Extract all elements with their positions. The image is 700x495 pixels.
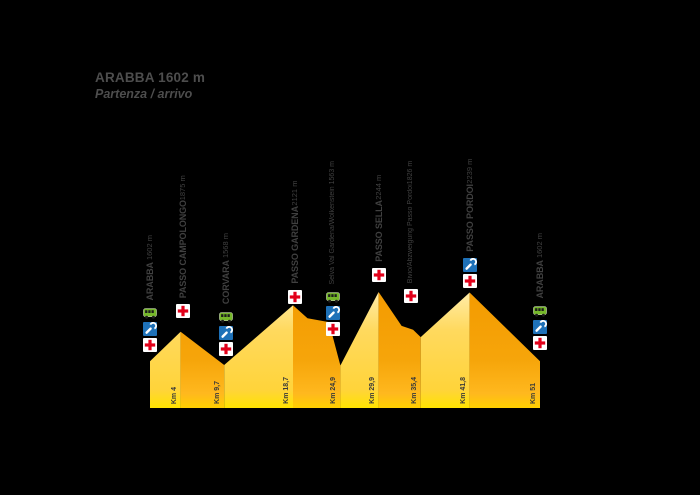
km-marker: Km 9,7 bbox=[214, 381, 222, 404]
waypoint-altitude: 1563 m bbox=[329, 160, 337, 184]
km-marker: Km 24,9 bbox=[330, 377, 338, 404]
waypoint-name: CORVARA bbox=[221, 257, 232, 304]
waypoint-label: Selva Val Gardena/Wolkenstein 1563 m bbox=[324, 161, 342, 285]
waypoint-name: Bivio/Abzweigung Passo Pordoi bbox=[407, 184, 415, 283]
first-aid-icon bbox=[219, 342, 234, 356]
km-marker: Km 29,9 bbox=[368, 377, 376, 404]
first-aid-icon bbox=[175, 304, 190, 318]
waypoint-label: PASSO PORDOI 2239 m bbox=[465, 159, 475, 252]
waypoint-name: ARABBA bbox=[535, 257, 545, 298]
km-marker: Km 51 bbox=[530, 382, 537, 404]
shuttle-bus-icon bbox=[219, 310, 233, 324]
mountain-4-sunlit-face bbox=[420, 292, 470, 408]
waypoint-altitude: 1568 m bbox=[221, 232, 231, 258]
bike-service-wrench-icon bbox=[462, 258, 477, 272]
shuttle-bus-icon bbox=[143, 306, 157, 320]
waypoint-passo-gardena: PASSO GARDENA 2121 m bbox=[265, 181, 325, 304]
first-aid-icon bbox=[288, 290, 302, 304]
km-marker: Km 41,8 bbox=[459, 377, 467, 404]
km-marker: Km 4 bbox=[170, 386, 178, 404]
waypoint-name: PASSO PORDOI bbox=[464, 184, 475, 252]
mountain-1-shaded-face bbox=[180, 331, 225, 408]
mountain-3-sunlit-face bbox=[340, 292, 379, 408]
waypoint-altitude: 2121 m bbox=[290, 181, 299, 207]
bike-service-wrench-icon bbox=[219, 326, 234, 340]
first-aid-icon bbox=[462, 274, 477, 288]
waypoint-bivio-abzweigung-passo-pordoi: Bivio/Abzweigung Passo Pordoi 1826 m bbox=[381, 161, 441, 303]
mountain-1-sunlit-face bbox=[150, 331, 181, 408]
title-start-finish-place: ARABBA 1602 m bbox=[95, 70, 206, 85]
waypoint-corvara: CORVARA 1568 m bbox=[196, 233, 256, 356]
first-aid-icon bbox=[403, 289, 418, 303]
waypoint-label: Bivio/Abzweigung Passo Pordoi 1826 m bbox=[407, 161, 414, 283]
bike-service-wrench-icon bbox=[143, 322, 157, 336]
waypoint-altitude: 1602 m bbox=[535, 232, 544, 258]
mountain-3-shaded-face bbox=[378, 292, 421, 408]
waypoint-passo-pordoi: PASSO PORDOI 2239 m bbox=[440, 159, 500, 288]
first-aid-icon bbox=[371, 268, 386, 282]
waypoint-altitude: 2239 m bbox=[464, 159, 474, 185]
waypoint-altitude: 1826 m bbox=[407, 160, 415, 185]
mountain-4-shaded-face bbox=[469, 292, 540, 408]
km-marker: Km 35,4 bbox=[410, 377, 418, 404]
waypoint-arabba: ARABBA 1602 m bbox=[510, 233, 570, 350]
first-aid-icon bbox=[326, 322, 341, 336]
waypoint-name: PASSO CAMPOLONGO bbox=[177, 199, 188, 298]
title-start-finish-caption: Partenza / arrivo bbox=[95, 86, 193, 101]
waypoint-label: PASSO GARDENA 2121 m bbox=[290, 181, 300, 284]
waypoint-label: PASSO CAMPOLONGO 1875 m bbox=[178, 175, 188, 298]
waypoint-name: PASSO GARDENA bbox=[290, 206, 300, 284]
waypoint-label: ARABBA 1602 m bbox=[531, 233, 549, 299]
shuttle-bus-icon bbox=[326, 290, 341, 304]
waypoint-selva-val-gardena-wolkenstein: Selva Val Gardena/Wolkenstein 1563 m bbox=[303, 161, 363, 336]
waypoint-passo-sella: PASSO SELLA 2244 m bbox=[349, 175, 409, 282]
waypoint-passo-campolongo: PASSO CAMPOLONGO 1875 m bbox=[153, 175, 213, 318]
waypoint-label: CORVARA 1568 m bbox=[217, 233, 235, 304]
shuttle-bus-icon bbox=[533, 304, 547, 318]
page-title: ARABBA 1602 m Partenza / arrivo bbox=[95, 70, 205, 103]
bike-service-wrench-icon bbox=[326, 306, 341, 320]
km-marker: Km 18,7 bbox=[283, 377, 290, 404]
bike-service-wrench-icon bbox=[533, 320, 547, 334]
waypoint-altitude: 1875 m bbox=[177, 174, 187, 200]
mountain-2-sunlit-face bbox=[224, 305, 293, 408]
first-aid-icon bbox=[143, 338, 157, 352]
waypoint-arabba: ARABBA 1602 m bbox=[120, 235, 180, 352]
first-aid-icon bbox=[533, 336, 547, 350]
waypoint-name: Selva Val Gardena/Wolkenstein bbox=[329, 183, 337, 284]
